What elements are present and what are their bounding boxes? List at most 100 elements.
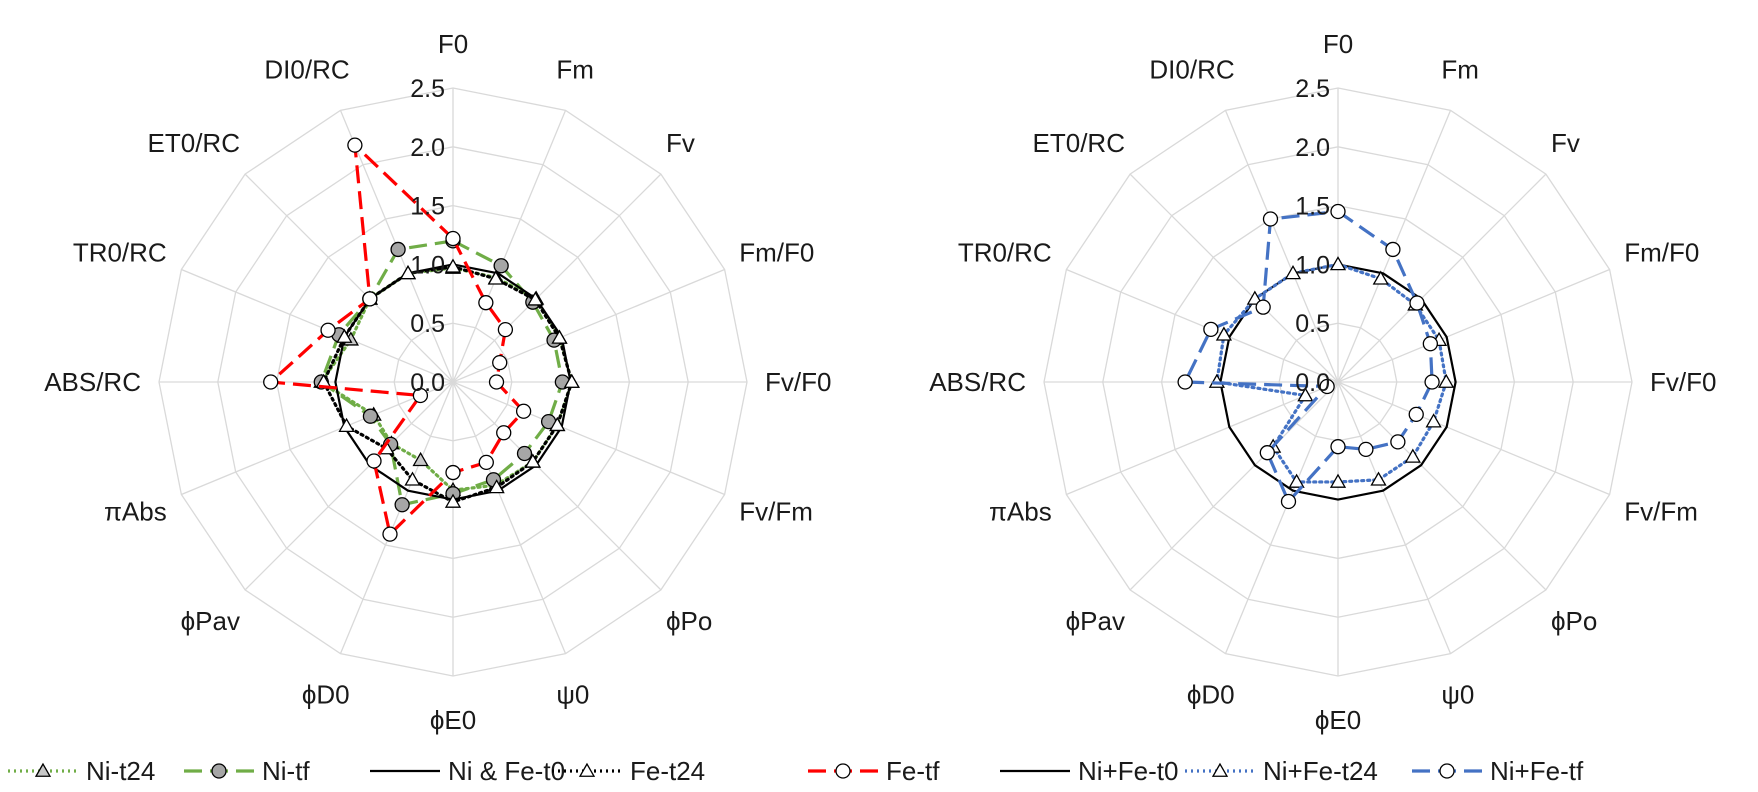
data-point xyxy=(478,454,494,471)
radial-tick-label: 0.0 xyxy=(410,369,445,397)
data-point xyxy=(1203,321,1219,337)
legend-marker xyxy=(34,762,52,777)
axis-label: ET0/RC xyxy=(1033,128,1125,158)
data-point xyxy=(1262,211,1279,227)
legend-item: Fe-tf xyxy=(808,756,940,786)
data-point xyxy=(1390,434,1406,450)
axis-label: ABS/RC xyxy=(44,367,141,397)
legend-marker xyxy=(578,762,596,777)
data-point xyxy=(445,464,461,481)
grid-spoke xyxy=(1337,268,1610,383)
axis-labels: F0 Fm Fv Fm/F0 Fv/F0 Fv/Fm ϕPo ψ0 ϕE0 ϕD0 ϕPav πAbs… xyxy=(44,29,831,735)
data-point xyxy=(1385,241,1401,258)
axis-label: ϕPo xyxy=(666,606,712,636)
axis-label: Fm/F0 xyxy=(1624,238,1699,268)
axis-label: ϕPo xyxy=(1551,606,1597,636)
axis-label: ϕPav xyxy=(1066,606,1125,636)
legend-marker xyxy=(1211,762,1229,777)
axis-label: ψ0 xyxy=(1441,679,1474,709)
radar-chart-2: 0.0 0.5 1.0 1.5 2.0 2.5 F0 Fm Fv Fm/F0 Fv/F0 Fv/Fm ϕ… xyxy=(929,29,1716,735)
data-point xyxy=(1284,265,1302,280)
data-point xyxy=(488,479,505,494)
data-point xyxy=(444,258,462,273)
axis-label: Fv xyxy=(666,128,695,158)
radar-grid xyxy=(158,87,748,677)
series-fe-tf xyxy=(263,137,532,542)
radial-tick-label: 1.0 xyxy=(410,251,445,279)
axis-label: πAbs xyxy=(989,496,1052,526)
axis-label: Fv/Fm xyxy=(1624,496,1698,526)
axis-label: πAbs xyxy=(104,496,167,526)
data-point xyxy=(362,291,378,307)
grid-spoke xyxy=(1066,381,1339,496)
grid-spoke xyxy=(1337,173,1547,383)
legend-2: Ni+Fe-t0 Ni+Fe-t24 Ni+Fe-tf xyxy=(1000,756,1584,786)
radial-tick-label: 1.5 xyxy=(1295,193,1330,221)
axis-label: F0 xyxy=(438,29,468,59)
data-point xyxy=(1408,406,1424,423)
axis-label: ϕPav xyxy=(181,606,240,636)
data-point xyxy=(524,453,541,468)
axis-labels: F0 Fm Fv Fm/F0 Fv/F0 Fv/Fm ϕPo ψ0 ϕE0 ϕD0 ϕPav πAbs… xyxy=(929,29,1716,735)
data-point xyxy=(1438,373,1455,388)
radial-tick-label: 0.5 xyxy=(410,310,445,338)
data-point xyxy=(478,295,494,311)
axis-label: ϕE0 xyxy=(1315,705,1361,735)
legend-label: Ni-tf xyxy=(262,756,310,786)
legend-label: Ni+Fe-t24 xyxy=(1263,756,1378,786)
grid-spoke xyxy=(1129,381,1339,591)
data-point xyxy=(1288,473,1305,488)
axis-label: Fv/Fm xyxy=(739,496,813,526)
axis-label: ABS/RC xyxy=(929,367,1026,397)
radar-grid xyxy=(1043,87,1633,677)
radial-tick-label: 2.5 xyxy=(410,75,445,103)
grid-spoke xyxy=(452,381,725,496)
data-point xyxy=(497,321,514,338)
legend-marker xyxy=(211,763,227,779)
grid-spoke xyxy=(181,381,454,496)
radial-tick-label: 2.0 xyxy=(410,134,445,162)
radial-tick-label: 0.0 xyxy=(1295,369,1330,397)
data-point xyxy=(527,291,544,306)
grid-spoke xyxy=(1337,381,1610,496)
axis-label: Fv/F0 xyxy=(765,367,831,397)
legend-item: Ni-t24 xyxy=(8,756,155,786)
axis-label: ϕE0 xyxy=(430,705,476,735)
data-point xyxy=(1259,445,1275,461)
data-point xyxy=(1215,326,1233,341)
legend-label: Ni-t24 xyxy=(86,756,155,786)
axis-label: DI0/RC xyxy=(264,55,349,85)
data-point xyxy=(1422,336,1439,352)
data-point xyxy=(551,329,568,344)
data-point xyxy=(516,445,533,462)
legend-label: Fe-tf xyxy=(886,756,940,786)
legend-label: Ni+Fe-tf xyxy=(1490,756,1584,786)
data-point xyxy=(515,403,532,419)
axis-label: Fm/F0 xyxy=(739,238,814,268)
axis-label: ϕD0 xyxy=(1187,679,1235,709)
data-point xyxy=(1319,378,1335,395)
grid-spoke xyxy=(244,173,454,383)
data-point xyxy=(1370,471,1387,486)
radar-chart-1: 0.0 0.5 1.0 1.5 2.0 2.5 F0 Fm Fv Fm/F0 Fv/F0 Fv/Fm ϕ… xyxy=(44,29,831,735)
data-point xyxy=(444,493,462,508)
data-point xyxy=(1255,299,1271,315)
data-point xyxy=(1246,290,1263,305)
data-point xyxy=(1425,413,1442,428)
axis-label: F0 xyxy=(1323,29,1353,59)
grid-spoke xyxy=(1224,110,1339,383)
data-point xyxy=(563,373,580,388)
data-point xyxy=(549,416,566,432)
data-point xyxy=(492,354,508,371)
data-point xyxy=(1372,270,1389,285)
data-point xyxy=(394,497,410,513)
data-point xyxy=(1177,374,1193,390)
radial-tick-label: 2.0 xyxy=(1295,134,1330,162)
data-point xyxy=(1280,493,1297,510)
data-point xyxy=(1330,203,1346,220)
legend-label: Ni+Fe-t0 xyxy=(1078,756,1178,786)
axis-label: ψ0 xyxy=(556,679,589,709)
series-line xyxy=(269,143,526,536)
